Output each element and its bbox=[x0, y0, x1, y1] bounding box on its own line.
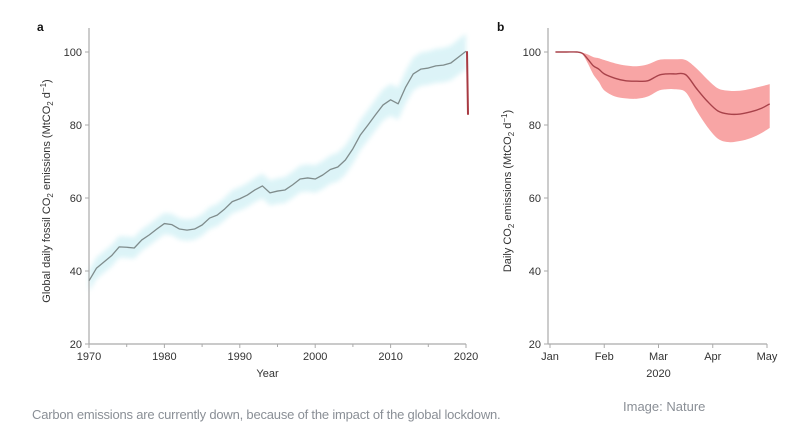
y-tick-label: 40 bbox=[70, 266, 82, 278]
x-tick-label: 1990 bbox=[228, 351, 252, 363]
y-tick-label: 80 bbox=[70, 120, 82, 132]
y-tick-label: 20 bbox=[529, 339, 541, 351]
y-tick-label: 60 bbox=[529, 193, 541, 205]
panel-b-emissions-line bbox=[555, 51, 771, 116]
x-tick-label: 2010 bbox=[378, 351, 402, 363]
panel-b-label: b bbox=[497, 20, 504, 34]
panel-a-chart: a 20 40 60 80 100 1970 1980 1990 2000 2010 2020 Y… bbox=[37, 20, 478, 380]
panel-b-y-axis-title: Daily CO2 emissions (MtCO2 d−1) bbox=[500, 110, 516, 272]
panel-b-chart: b 20 40 60 80 100 Jan Feb Mar Apr May 2020 Daily… bbox=[497, 20, 778, 380]
y-tick-label: 100 bbox=[523, 47, 541, 59]
panel-a-uncertainty-band bbox=[89, 33, 466, 292]
panel-a-y-ticks: 20 40 60 80 100 bbox=[64, 47, 89, 351]
panel-b-x-ticks: Jan Feb Mar Apr May bbox=[541, 344, 778, 363]
panel-a-y-axis-title: Global daily fossil CO2 emissions (MtCO2… bbox=[39, 79, 55, 302]
figure-caption: Carbon emissions are currently down, bec… bbox=[32, 407, 501, 422]
panel-a-x-ticks: 1970 1980 1990 2000 2010 2020 bbox=[77, 344, 478, 363]
x-tick-label: Feb bbox=[595, 351, 614, 363]
panel-b-y-ticks: 20 40 60 80 100 bbox=[523, 47, 548, 351]
y-tick-label: 20 bbox=[70, 339, 82, 351]
panel-a-emissions-line bbox=[88, 50, 467, 282]
panel-a-band-area bbox=[89, 33, 466, 292]
panel-a-x-axis-title: Year bbox=[256, 368, 279, 380]
y-tick-label: 60 bbox=[70, 193, 82, 205]
x-tick-label: 1970 bbox=[77, 351, 101, 363]
x-tick-label: 2000 bbox=[303, 351, 327, 363]
panel-a-lockdown-drop-line bbox=[466, 51, 469, 115]
panel-b-x-axis-title: 2020 bbox=[646, 368, 670, 380]
y-tick-label: 80 bbox=[529, 120, 541, 132]
x-tick-label: 1980 bbox=[152, 351, 176, 363]
image-credit: Image: Nature bbox=[623, 399, 706, 414]
x-tick-label: Mar bbox=[649, 351, 668, 363]
panel-a-label: a bbox=[37, 20, 44, 34]
panel-b-uncertainty-band bbox=[555, 51, 770, 143]
y-tick-label: 100 bbox=[64, 47, 82, 59]
x-tick-label: Jan bbox=[541, 351, 559, 363]
x-tick-label: 2020 bbox=[454, 351, 478, 363]
x-tick-label: May bbox=[757, 351, 778, 363]
y-tick-label: 40 bbox=[529, 266, 541, 278]
x-tick-label: Apr bbox=[704, 351, 721, 363]
